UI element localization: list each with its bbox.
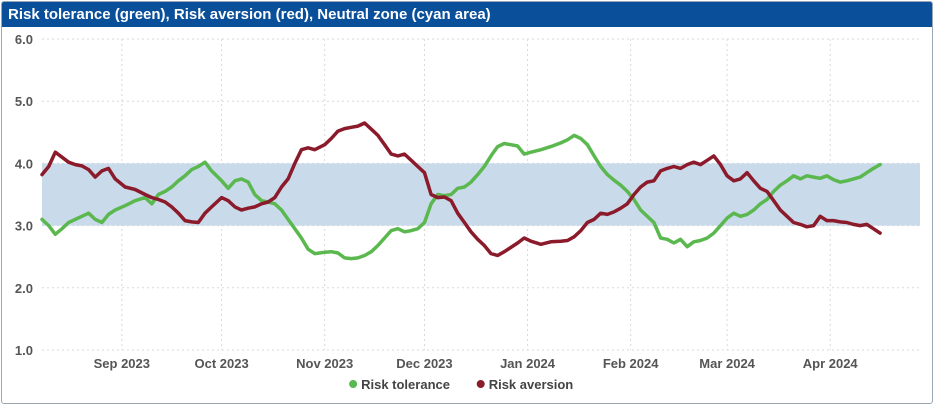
series-layer	[40, 121, 882, 261]
legend-label-risk-aversion: Risk aversion	[489, 377, 574, 392]
x-tick-label: Sep 2023	[94, 356, 150, 371]
y-axis: 1.0 2.0 3.0 4.0 5.0 6.0	[15, 32, 33, 358]
y-tick-label: 3.0	[15, 219, 33, 234]
x-tick-label: Oct 2023	[194, 356, 248, 371]
y-tick-label: 1.0	[15, 343, 33, 358]
legend-label-risk-tolerance: Risk tolerance	[361, 377, 450, 392]
risk-tolerance-line	[40, 133, 882, 261]
y-tick-label: 4.0	[15, 156, 33, 171]
legend-marker-risk-aversion	[476, 380, 485, 388]
y-tick-label: 2.0	[15, 281, 33, 296]
legend-marker-risk-tolerance	[349, 380, 358, 388]
x-axis: Sep 2023 Oct 2023 Nov 2023 Dec 2023 Jan 2024…	[94, 356, 859, 371]
y-tick-label: 6.0	[15, 32, 33, 47]
risk-aversion-line	[40, 121, 882, 258]
y-tick-label: 5.0	[15, 94, 33, 109]
x-tick-label: Feb 2024	[603, 356, 659, 371]
x-tick-label: Jan 2024	[500, 356, 556, 371]
legend: Risk tolerance Risk aversion	[349, 377, 573, 392]
x-tick-label: Apr 2024	[803, 356, 859, 371]
x-tick-label: Nov 2023	[296, 356, 353, 371]
x-tick-label: Dec 2023	[396, 356, 452, 371]
chart-title: Risk tolerance (green), Risk aversion (r…	[2, 2, 932, 27]
x-tick-label: Mar 2024	[699, 356, 755, 371]
